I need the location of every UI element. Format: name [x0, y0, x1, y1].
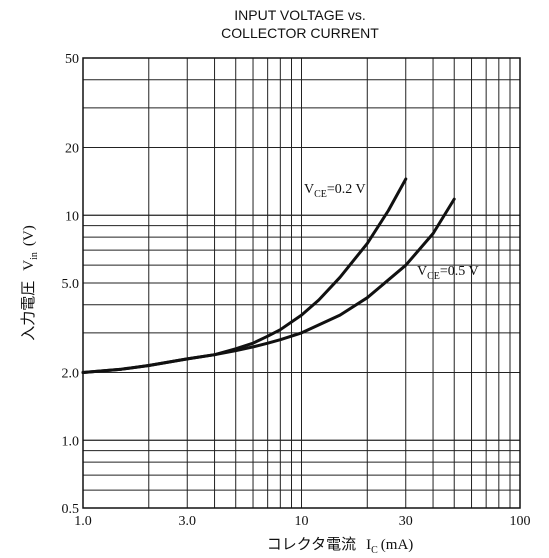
x-axis-label-prefix: コレクタ電流 [267, 536, 356, 553]
y-axis-label-unit: (V) [21, 225, 37, 246]
series-label-symbol: V [417, 264, 427, 279]
y-tick-label: 2.0 [62, 367, 80, 382]
x-axis-label-unit: (mA) [381, 537, 414, 553]
x-tick-label: 100 [510, 514, 531, 529]
y-tick-label: 50 [65, 52, 79, 67]
series-label-vce-0.2: VCE=0.2 V [304, 182, 366, 200]
y-tick-label: 1.0 [62, 434, 80, 449]
y-axis-label-sub: in [29, 252, 40, 260]
x-axis-label-symbol: I [366, 537, 371, 553]
x-tick-label: 10 [295, 514, 309, 529]
chart-title-line2: COLLECTOR CURRENT [221, 25, 379, 41]
y-tick-label: 10 [65, 209, 79, 224]
series-line-1 [81, 177, 408, 374]
x-tick-label: 30 [399, 514, 413, 529]
series-curves [81, 177, 456, 374]
y-axis-label-symbol: V [21, 260, 37, 271]
y-axis-label: 入力電圧 Vin (V) [20, 225, 40, 340]
series-label-symbol: V [304, 182, 314, 197]
grid-lines [83, 58, 520, 508]
series-label-value: =0.5 V [440, 264, 479, 279]
chart-title-line1: INPUT VOLTAGE vs. [234, 7, 365, 23]
series-label-value: =0.2 V [327, 182, 366, 197]
series-line-2 [81, 197, 456, 374]
plot-frame [82, 57, 521, 509]
x-axis-label: コレクタ電流 IC (mA) [267, 536, 414, 556]
x-tick-label: 3.0 [179, 514, 197, 529]
x-axis-label-sub: C [371, 545, 378, 556]
series-label-vce-0.5: VCE=0.5 V [417, 264, 479, 282]
series-label-sub: CE [314, 189, 327, 200]
series-label-sub: CE [427, 271, 440, 282]
y-axis-label-prefix: 入力電圧 [20, 281, 37, 341]
y-tick-label: 0.5 [62, 502, 80, 517]
y-tick-label: 20 [65, 142, 79, 157]
x-tick-label: 1.0 [74, 514, 92, 529]
y-tick-label: 5.0 [62, 277, 80, 292]
